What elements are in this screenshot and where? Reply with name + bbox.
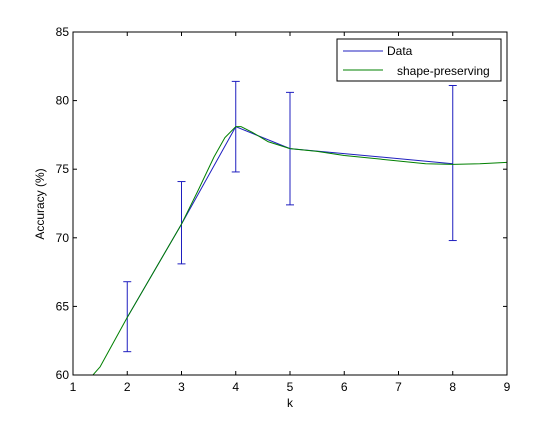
error-bar: [177, 181, 186, 265]
legend-box: [336, 38, 502, 82]
x-tick-label: 9: [504, 380, 511, 394]
x-tick-label: 1: [70, 380, 77, 394]
axis-ticks: 1 2 3 4 5 6 7 8 9 60 65 70 75 80 85: [56, 25, 511, 394]
y-axis-label: Accuracy (%): [33, 168, 47, 239]
y-tick-label: 75: [56, 162, 70, 176]
y-tick-label: 65: [56, 299, 70, 313]
legend: Data shape-preserving: [336, 38, 502, 82]
x-tick-label: 2: [124, 380, 131, 394]
y-tick-label: 70: [56, 231, 70, 245]
x-tick-label: 8: [449, 380, 456, 394]
x-tick-label: 3: [178, 380, 185, 394]
x-axis-label: k: [287, 396, 294, 410]
error-bar: [448, 85, 457, 242]
x-tick-label: 5: [287, 380, 294, 394]
y-tick-label: 60: [56, 368, 70, 382]
x-tick-label: 6: [341, 380, 348, 394]
legend-label-data: Data: [387, 44, 413, 58]
x-tick-label: 4: [232, 380, 239, 394]
y-tick-label: 80: [56, 94, 70, 108]
plot-area: [92, 80, 507, 375]
x-tick-label: 7: [395, 380, 402, 394]
legend-label-shape-preserving: shape-preserving: [397, 64, 490, 78]
y-tick-label: 85: [56, 25, 70, 39]
shape-preserving-line: [92, 126, 507, 375]
